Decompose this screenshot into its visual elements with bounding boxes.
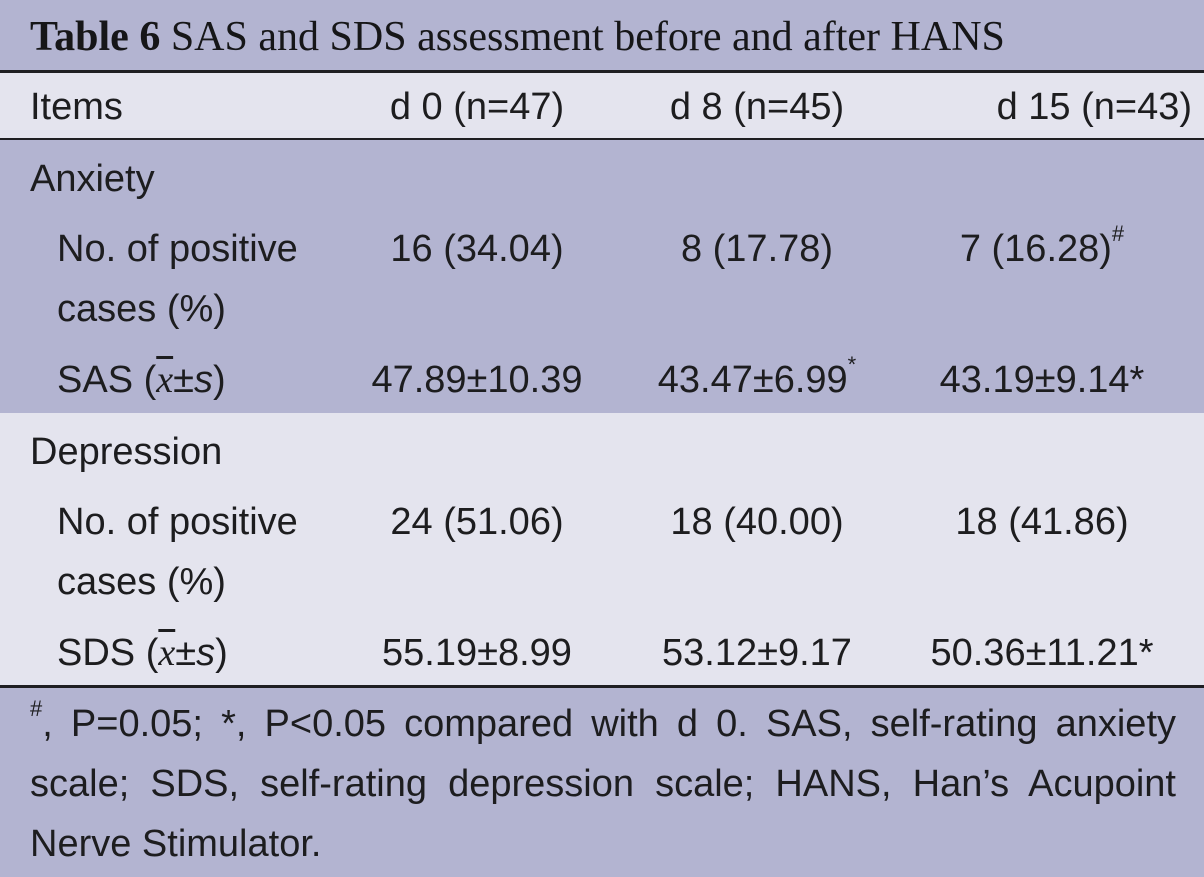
header-d8: d 8 (n=45): [669, 86, 845, 128]
bottom-rule: [0, 685, 1204, 688]
depression-sds-label: SDS (x±s): [57, 631, 228, 675]
depression-sds-d0: 55.19±8.99: [382, 632, 572, 674]
depression-positive-label-2: cases (%): [57, 561, 226, 603]
sds-suffix: ): [215, 632, 228, 674]
anxiety-sas-d15: 43.19±9.14*: [939, 359, 1145, 401]
anxiety-positive-d15-value: 7 (16.28): [959, 228, 1112, 270]
depression-section: Depression No. of positive cases (%) 24 …: [0, 413, 1204, 686]
header-rule: [0, 138, 1204, 140]
table-number: Table 6: [30, 14, 161, 60]
anxiety-sas-d8-value: 43.47±6.99: [657, 359, 848, 401]
anxiety-sas-d0: 47.89±10.39: [371, 359, 583, 401]
sds-mean-symbol: x: [158, 632, 176, 674]
footnote-area: [0, 688, 1204, 877]
anxiety-sas-d8: 43.47±6.99*: [622, 354, 892, 402]
sas-prefix: SAS (: [57, 359, 157, 401]
depression-positive-d15: 18 (41.86): [955, 501, 1129, 543]
depression-sds-d15: 50.36±11.21*: [930, 632, 1154, 674]
anxiety-positive-d0: 16 (34.04): [390, 228, 564, 270]
header-items: Items: [30, 86, 123, 128]
title-bar: Table 6 SAS and SDS assessment before an…: [0, 0, 1204, 70]
table-title: Table 6 SAS and SDS assessment before an…: [30, 14, 1005, 60]
anxiety-positive-label-2: cases (%): [57, 288, 226, 330]
footnote-text: , P=0.05; *, P<0.05 compared with d 0. S…: [30, 703, 1176, 865]
sds-sd-symbol: s: [196, 632, 216, 674]
table-footnote: #, P=0.05; *, P<0.05 compared with d 0. …: [30, 694, 1176, 874]
sas-suffix: ): [212, 359, 226, 401]
sas-pm: ±: [173, 359, 194, 401]
depression-positive-label-1: No. of positive: [57, 501, 298, 543]
depression-label: Depression: [30, 431, 223, 473]
header-d0: d 0 (n=47): [389, 86, 565, 128]
table-caption: SAS and SDS assessment before and after …: [170, 14, 1005, 60]
anxiety-positive-label-1: No. of positive: [57, 228, 298, 270]
header-d15: d 15 (n=43): [996, 86, 1192, 128]
anxiety-sas-label: SAS (x±s): [57, 358, 226, 402]
sds-prefix: SDS (: [57, 632, 159, 674]
sas-sd-symbol: s: [193, 359, 213, 401]
anxiety-positive-d8: 8 (17.78): [680, 228, 834, 270]
header-row: Items d 0 (n=47) d 8 (n=45) d 15 (n=43): [0, 73, 1204, 138]
anxiety-positive-d15: 7 (16.28)#: [892, 223, 1192, 271]
footnote-mark: #: [30, 696, 43, 722]
depression-sds-d8: 53.12±9.17: [662, 632, 852, 674]
anxiety-positive-d15-mark: #: [1111, 221, 1125, 247]
anxiety-section: Anxiety No. of positive cases (%) 16 (34…: [0, 140, 1204, 413]
sds-pm: ±: [175, 632, 197, 674]
anxiety-label: Anxiety: [30, 158, 155, 200]
top-rule: [0, 70, 1204, 73]
depression-positive-d0: 24 (51.06): [390, 501, 564, 543]
anxiety-sas-d8-mark: *: [847, 352, 857, 378]
depression-positive-d8: 18 (40.00): [670, 501, 844, 543]
sas-mean-symbol: x: [156, 359, 174, 401]
